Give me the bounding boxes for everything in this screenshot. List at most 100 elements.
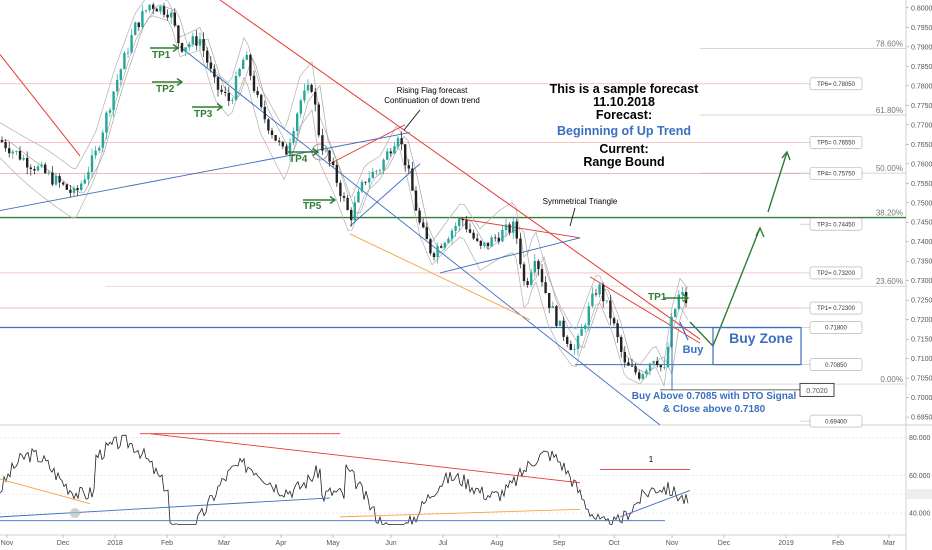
tp-arrowhead — [176, 77, 184, 87]
osc-tick-label: 60.000 — [909, 473, 931, 480]
candle-body — [544, 282, 547, 294]
tp-box-label: TP1= 0.72300 — [817, 306, 856, 312]
candle-body — [274, 135, 277, 141]
candle-body — [281, 141, 284, 147]
candle-body — [62, 182, 65, 185]
candle-body — [0, 140, 4, 143]
candle-body — [526, 281, 529, 285]
early-down-trendline — [0, 54, 81, 157]
osc-tick-label: 40.000 — [909, 511, 931, 518]
candle-body — [267, 119, 270, 131]
candle-body — [285, 146, 288, 155]
candle-body — [371, 171, 374, 179]
candle-body — [508, 224, 511, 233]
time-axis-label: Dec — [718, 540, 731, 547]
symmetrical-triangle-label: Symmetrical Triangle — [543, 197, 618, 206]
candle-body — [677, 294, 680, 310]
candle-body — [515, 221, 518, 239]
forecast-box: This is a sample forecast 11.10.2018 For… — [550, 82, 700, 169]
candle-body — [317, 104, 320, 136]
candle-body — [458, 219, 461, 227]
triangle-pointer — [569, 207, 576, 227]
tp-marker-label: TP1 — [152, 50, 171, 61]
candle-body — [314, 91, 317, 105]
candle-body — [594, 293, 598, 295]
time-axis-label: Apr — [276, 540, 288, 547]
candle-body — [116, 79, 119, 92]
candle-body — [80, 183, 83, 190]
candle-body — [350, 209, 353, 221]
candle-body — [238, 69, 241, 76]
candle-body — [299, 100, 302, 114]
osc-marker-dot — [70, 508, 80, 519]
candle-body — [566, 336, 569, 344]
candle-body — [479, 240, 482, 246]
candle-body — [195, 36, 198, 46]
candle-body — [105, 112, 108, 133]
candle-body — [555, 306, 558, 326]
candle-body — [522, 264, 526, 282]
candle-body — [681, 292, 684, 295]
forecast-line4: Beginning of Up Trend — [557, 124, 691, 138]
candle-body — [382, 159, 385, 171]
candle-body — [396, 138, 400, 147]
forecast-line6: Range Bound — [583, 155, 664, 169]
candle-body — [227, 92, 230, 101]
candle-body — [11, 151, 14, 154]
candle-body — [483, 242, 486, 246]
fib-label: 78.60% — [876, 39, 903, 48]
tp-box — [809, 266, 863, 280]
candle-body — [130, 35, 133, 53]
tp-arrowhead — [329, 195, 337, 205]
candle-body — [641, 374, 644, 379]
triangle-upper — [457, 217, 581, 239]
tp-box — [809, 217, 863, 231]
time-axis-label: 2019 — [778, 540, 794, 547]
osc-tick-label: 80.000 — [909, 435, 931, 442]
candle-body — [512, 221, 515, 233]
candle-body — [533, 260, 536, 273]
upper-band — [0, 0, 689, 366]
candle-body — [256, 90, 259, 95]
tp-box — [809, 321, 863, 334]
candle-body — [645, 370, 648, 375]
candle-body — [468, 229, 472, 233]
osc-orange-support — [339, 508, 581, 518]
candle-body — [123, 52, 126, 70]
candle-body — [162, 6, 166, 15]
time-axis-label: Sep — [553, 540, 566, 547]
tp-box — [809, 358, 863, 371]
candle-body — [72, 188, 76, 193]
time-axis: Nov Dec 2018 Feb Mar Apr May Jun Jul Aug Sep Oct Nov… — [1, 535, 896, 547]
candle-body — [422, 222, 425, 228]
candle-body — [573, 349, 576, 350]
triangle-lower — [439, 237, 581, 274]
candle-body — [29, 167, 32, 169]
candle-body — [152, 4, 155, 9]
candle-body — [616, 323, 619, 338]
candle-body — [418, 210, 421, 223]
flag-pointer — [403, 109, 421, 131]
candle-body — [634, 366, 637, 373]
candle-body — [47, 172, 50, 174]
price-tick-label: 0.69500 — [911, 415, 932, 422]
candle-body — [587, 306, 590, 326]
candle-body — [440, 246, 443, 248]
candle-body — [335, 164, 338, 183]
candle-body — [346, 197, 349, 210]
osc-down-trendline — [149, 433, 581, 484]
forecast-line5: Current: — [599, 142, 648, 156]
candle-body — [342, 196, 346, 198]
tp-box-label: TP6= 0.78050 — [817, 82, 856, 88]
candle-body — [69, 189, 72, 193]
candle-body — [378, 170, 382, 172]
lower-channel-line — [179, 46, 661, 426]
candle-body — [40, 164, 43, 167]
